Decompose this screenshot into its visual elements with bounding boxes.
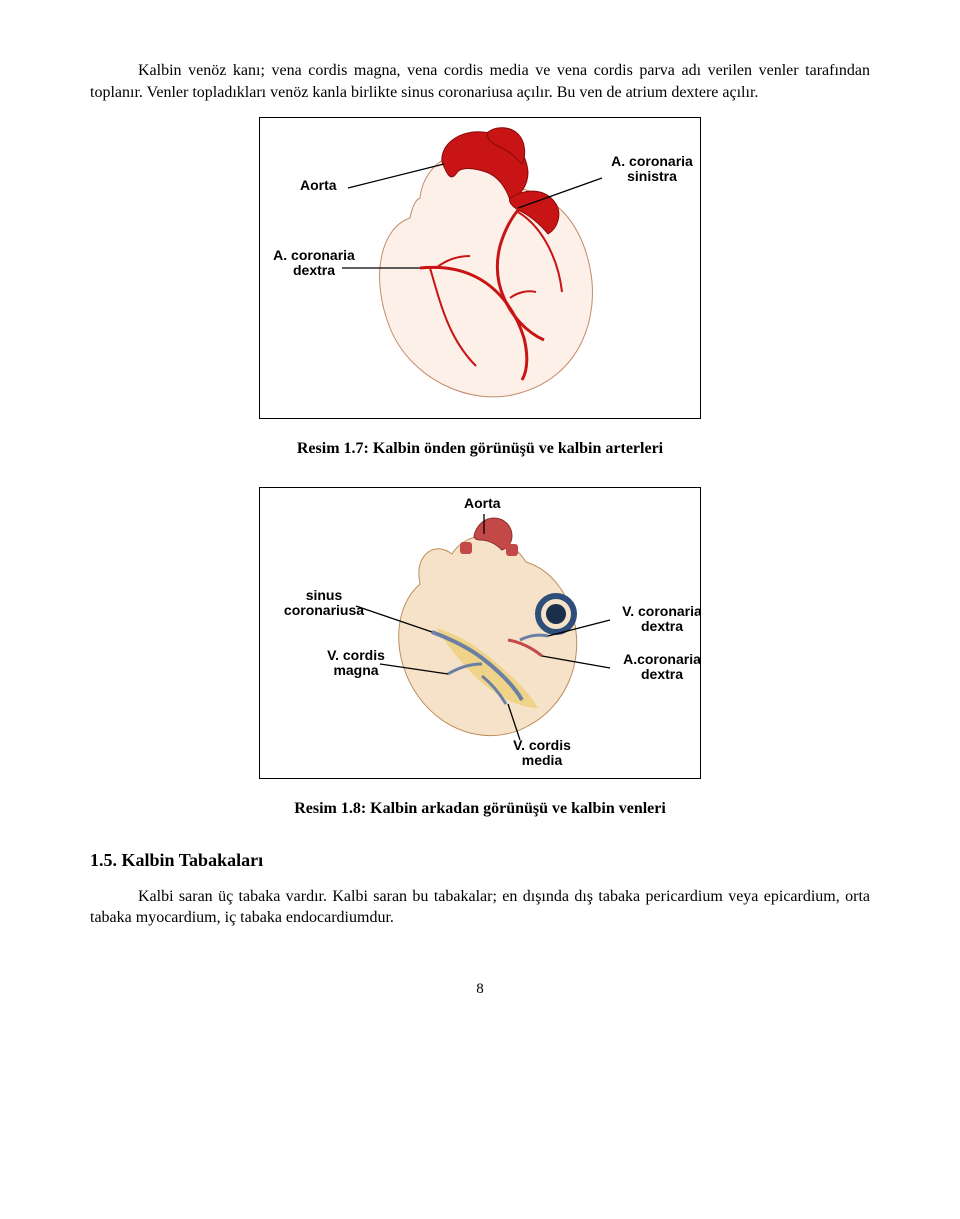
figure-2-wrap: Aorta sinus coronariusa V. coronaria dex… — [90, 487, 870, 786]
label-a-coronaria-sinistra: A. coronaria sinistra — [604, 154, 700, 183]
caption-figure-1: Resim 1.7: Kalbin önden görünüşü ve kalb… — [90, 438, 870, 460]
paragraph-tabakalar: Kalbi saran üç tabaka vardır. Kalbi sara… — [90, 886, 870, 929]
page-number: 8 — [90, 979, 870, 999]
label-aorta: Aorta — [300, 178, 337, 193]
section-heading-1-5: 1.5. Kalbin Tabakaları — [90, 848, 870, 872]
label-a-coronaria-dextra: A. coronaria dextra — [266, 248, 362, 277]
caption-figure-2: Resim 1.8: Kalbin arkadan görünüşü ve ka… — [90, 798, 870, 820]
label-v-cordis-media: V. cordis media — [492, 738, 592, 767]
figure-1: Aorta A. coronaria sinistra A. coronaria… — [259, 117, 701, 419]
label-v-cordis-magna: V. cordis magna — [306, 648, 406, 677]
label-sinus-coronariusa: sinus coronariusa — [274, 588, 374, 617]
paragraph-intro: Kalbin venöz kanı; vena cordis magna, ve… — [90, 60, 870, 103]
figure-2: Aorta sinus coronariusa V. coronaria dex… — [259, 487, 701, 779]
label-a-coronaria-dextra-2: A.coronaria dextra — [612, 652, 701, 681]
figure-1-wrap: Aorta A. coronaria sinistra A. coronaria… — [90, 117, 870, 426]
label-aorta-2: Aorta — [464, 496, 501, 511]
label-v-coronaria-dextra: V. coronaria dextra — [612, 604, 701, 633]
